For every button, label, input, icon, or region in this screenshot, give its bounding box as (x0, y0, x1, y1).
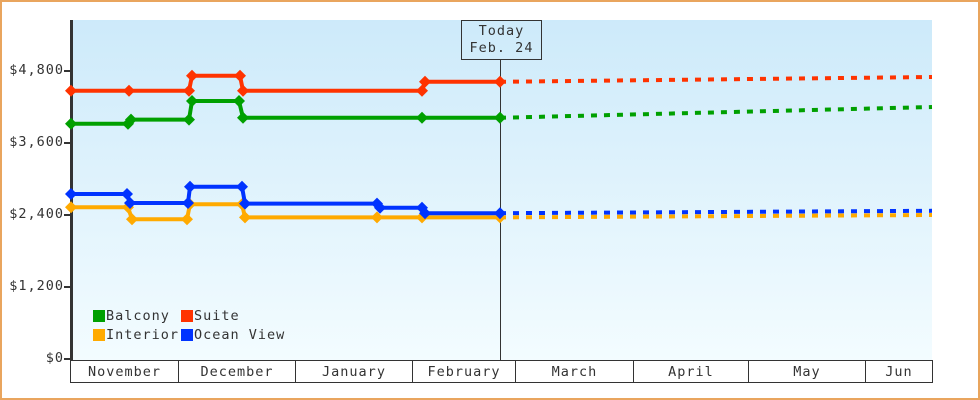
data-point-diamond-icon (123, 84, 135, 97)
legend-label-suite: Suite (194, 308, 240, 324)
legend-label-balcony: Balcony (106, 308, 170, 324)
legend-item-interior: Interior (93, 327, 181, 343)
data-point-diamond-icon (371, 211, 383, 224)
today-date-label: Feb. 24 (469, 40, 534, 56)
legend-swatch-balcony-icon (93, 310, 105, 322)
data-point-diamond-icon (183, 84, 195, 97)
data-point-diamond-icon (237, 84, 249, 97)
data-point-diamond-icon (124, 197, 136, 209)
data-point-diamond-icon (419, 75, 431, 88)
series-markers-ocean-view (65, 180, 506, 220)
data-point-diamond-icon (374, 201, 386, 214)
data-point-diamond-icon (494, 75, 506, 88)
legend-swatch-interior-icon (93, 329, 105, 341)
data-point-diamond-icon (182, 197, 194, 209)
data-point-diamond-icon (237, 111, 249, 124)
legend-swatch-ocean-view-icon (181, 329, 193, 341)
month-cell-jun: Jun (865, 360, 933, 383)
data-point-diamond-icon (65, 117, 77, 130)
month-cell-december: December (178, 360, 296, 383)
legend-item-balcony: Balcony (93, 308, 181, 324)
data-point-diamond-icon (234, 69, 246, 82)
month-cell-february: February (412, 360, 516, 383)
series-line-interior (71, 202, 500, 222)
month-cell-may: May (748, 360, 866, 383)
series-markers-suite (65, 69, 506, 97)
today-marker-box: Today Feb. 24 (461, 20, 542, 60)
data-point-diamond-icon (494, 207, 506, 220)
data-point-diamond-icon (236, 180, 248, 193)
legend-item-suite: Suite (181, 308, 285, 324)
data-point-diamond-icon (65, 84, 77, 97)
data-point-diamond-icon (186, 69, 198, 82)
data-point-diamond-icon (239, 197, 251, 210)
data-point-diamond-icon (125, 113, 137, 126)
legend-label-interior: Interior (106, 327, 180, 343)
legend-item-ocean-view: Ocean View (181, 327, 285, 343)
month-cell-january: January (295, 360, 413, 383)
data-point-diamond-icon (183, 113, 195, 126)
y-axis-label: $2,400 (9, 206, 64, 222)
today-label: Today (478, 23, 525, 39)
legend-label-ocean-view: Ocean View (194, 327, 286, 343)
y-axis-label: $0 (45, 350, 64, 366)
data-point-diamond-icon (419, 207, 431, 220)
data-point-diamond-icon (186, 95, 198, 107)
data-point-diamond-icon (233, 95, 245, 107)
series-markers-balcony (65, 95, 506, 130)
y-axis-label: $3,600 (9, 134, 64, 150)
chart-legend: Balcony Suite Interior Ocean View (93, 308, 285, 343)
data-point-diamond-icon (65, 201, 77, 214)
y-axis-label: $1,200 (9, 278, 64, 294)
data-point-diamond-icon (126, 213, 138, 226)
data-point-diamond-icon (416, 111, 428, 124)
data-point-diamond-icon (65, 188, 77, 200)
data-point-diamond-icon (239, 211, 251, 224)
legend-swatch-suite-icon (181, 310, 193, 322)
data-point-diamond-icon (494, 111, 506, 124)
month-cell-april: April (633, 360, 749, 383)
data-point-diamond-icon (184, 180, 196, 193)
month-cell-november: November (70, 360, 179, 383)
y-axis-label: $4,800 (9, 62, 64, 78)
data-point-diamond-icon (181, 213, 193, 226)
month-cell-march: March (515, 360, 634, 383)
